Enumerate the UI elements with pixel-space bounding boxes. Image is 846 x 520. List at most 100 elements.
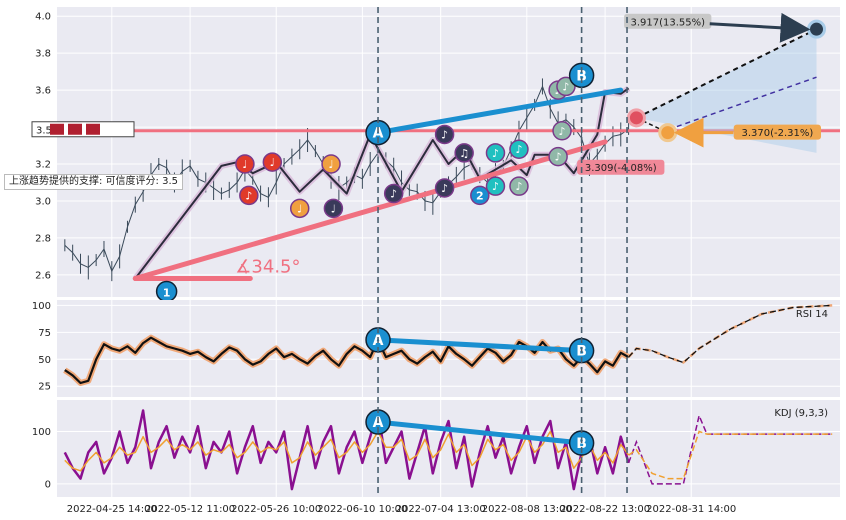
resistance-tag-swatch [50,123,64,135]
rsi-yaxis: 25 50 75 100 [32,301,51,393]
kdj-ytick-label: 0 [45,479,51,490]
pattern-marker-label: ♫ [459,147,469,160]
xtick-label: 2022-04-25 14:00 [67,504,157,515]
callout-box [733,124,822,140]
price-ytick-label: 3.2 [35,160,51,171]
kdj-ab-marker-label: B [576,436,587,452]
pattern-marker [552,121,572,141]
pattern-marker [235,154,255,174]
pattern-marker-label: ♩ [328,158,333,171]
pattern-marker-label: ♩ [297,202,302,215]
rsi-projection-halo [627,304,833,364]
resistance-tag: 3.5 [36,125,52,136]
pattern-marker [289,198,310,219]
xtick-label: 2022-07-04 13:00 [396,504,486,515]
rsi-grid [57,300,840,397]
pattern-marker-label: ♩ [270,156,275,169]
kdj-yaxis: 0 100 [32,427,51,490]
resistance-tag-swatch [68,123,82,135]
xtick-label: 2022-08-31 14:00 [646,504,736,515]
projection-up-line [635,28,817,119]
projection-low-marker [658,123,678,143]
price-divergence-line [375,87,624,136]
pattern-marker [548,146,568,167]
price-ytick-label: 2.8 [35,233,51,244]
resistance-tag-swatch [86,123,100,135]
rsi-line [64,336,630,385]
price-overlays: 3.5 ∡34.5° 3.917(13.55%) 3.370(-2.31%) 3.309… [31,12,840,303]
rsi-ytick-label: 75 [38,328,51,339]
pattern-marker [321,154,341,174]
kdj-ytick-label: 100 [32,427,51,438]
price-ytick-label: 3.8 [35,49,51,60]
pattern-marker [454,143,474,163]
callout-box [624,13,712,29]
price-panel-bg [57,7,840,297]
kdj-label: KDJ (9,3,3) [774,408,828,419]
callout-label: 3.309(-4.08%) [585,163,657,174]
pattern-marker-label: ♪ [245,189,252,202]
ab-marker-label: B [576,68,587,84]
pattern-marker [262,152,283,172]
callout-label: 3.917(13.55%) [630,17,705,28]
kdj-grid [57,400,840,497]
pattern-marker-label: ♪ [515,180,522,193]
pattern-marker-label: 2 [476,189,484,202]
price-panel: 2.62.83.03.23.43.63.84.0 3.5∡34.5°3.917(… [31,7,840,303]
kdj-line [63,409,630,491]
pattern-marker [485,143,506,163]
kdj-divergence-line [375,419,585,446]
price-ytick-label: 3.0 [35,196,51,207]
callout-label: 3.370(-2.31%) [741,128,813,139]
pattern-marker [434,124,455,145]
rsi-divergence-line [375,337,585,354]
support-note: 上涨趋势提供的支撑: 可信度评分: 3.5 [4,174,183,190]
pattern-marker-label: ♪ [390,188,397,201]
xtick-label: 2022-08-08 13:00 [482,504,572,515]
kdj-projection-line [628,430,833,480]
pattern-marker [470,185,490,206]
callout-arrow-target [709,12,811,43]
price-yaxis: 2.62.83.03.23.43.63.84.0 [35,12,51,282]
event-vertical-lines [377,7,628,497]
pattern-marker-label: ♪ [515,143,522,156]
pattern-marker-label: ♪ [441,128,448,141]
rsi-label: RSI 14 [796,309,828,320]
pattern-marker-label: ♩ [331,202,336,215]
pattern-marker [434,178,455,198]
pattern-marker [509,139,529,159]
price-ytick-label: 4.0 [35,12,51,23]
pattern-marker-label: ♩ [242,158,247,171]
pattern-marker [509,176,529,196]
kdj-line [64,430,630,472]
xtick-label: 2022-06-10 10:00 [317,504,407,515]
pattern-marker-label: ♪ [492,147,499,160]
support-trendline [132,139,608,282]
pattern-marker [485,176,506,196]
ab-marker-label: 1 [163,286,171,299]
xtick-label: 2022-05-26 10:00 [231,504,321,515]
pattern-marker [556,76,576,97]
rsi-ytick-label: 50 [38,355,51,366]
pattern-marker-label: ♪ [492,180,499,193]
rsi-projection-line [628,304,833,364]
callout-box [577,159,665,175]
pattern-marker [383,183,404,204]
pattern-marker [323,198,344,219]
pattern-marker-label: ♪ [441,182,448,195]
projection-target-marker [807,19,827,39]
xtick-label: 2022-08-22 13:00 [560,504,650,515]
kdj-ab-marker-label: A [373,415,384,431]
support-angle-label: ∡34.5° [235,257,300,278]
projection-start-marker [626,108,646,128]
pattern-marker-label: ♪ [562,80,569,93]
kdj-projection-line [627,413,833,485]
ab-marker-label: A [373,126,384,142]
pattern-marker [239,185,259,206]
rsi-ytick-label: 25 [38,382,51,393]
xtick-label: 2022-05-12 11:00 [145,504,235,515]
kdj-panel-bg [57,400,840,497]
